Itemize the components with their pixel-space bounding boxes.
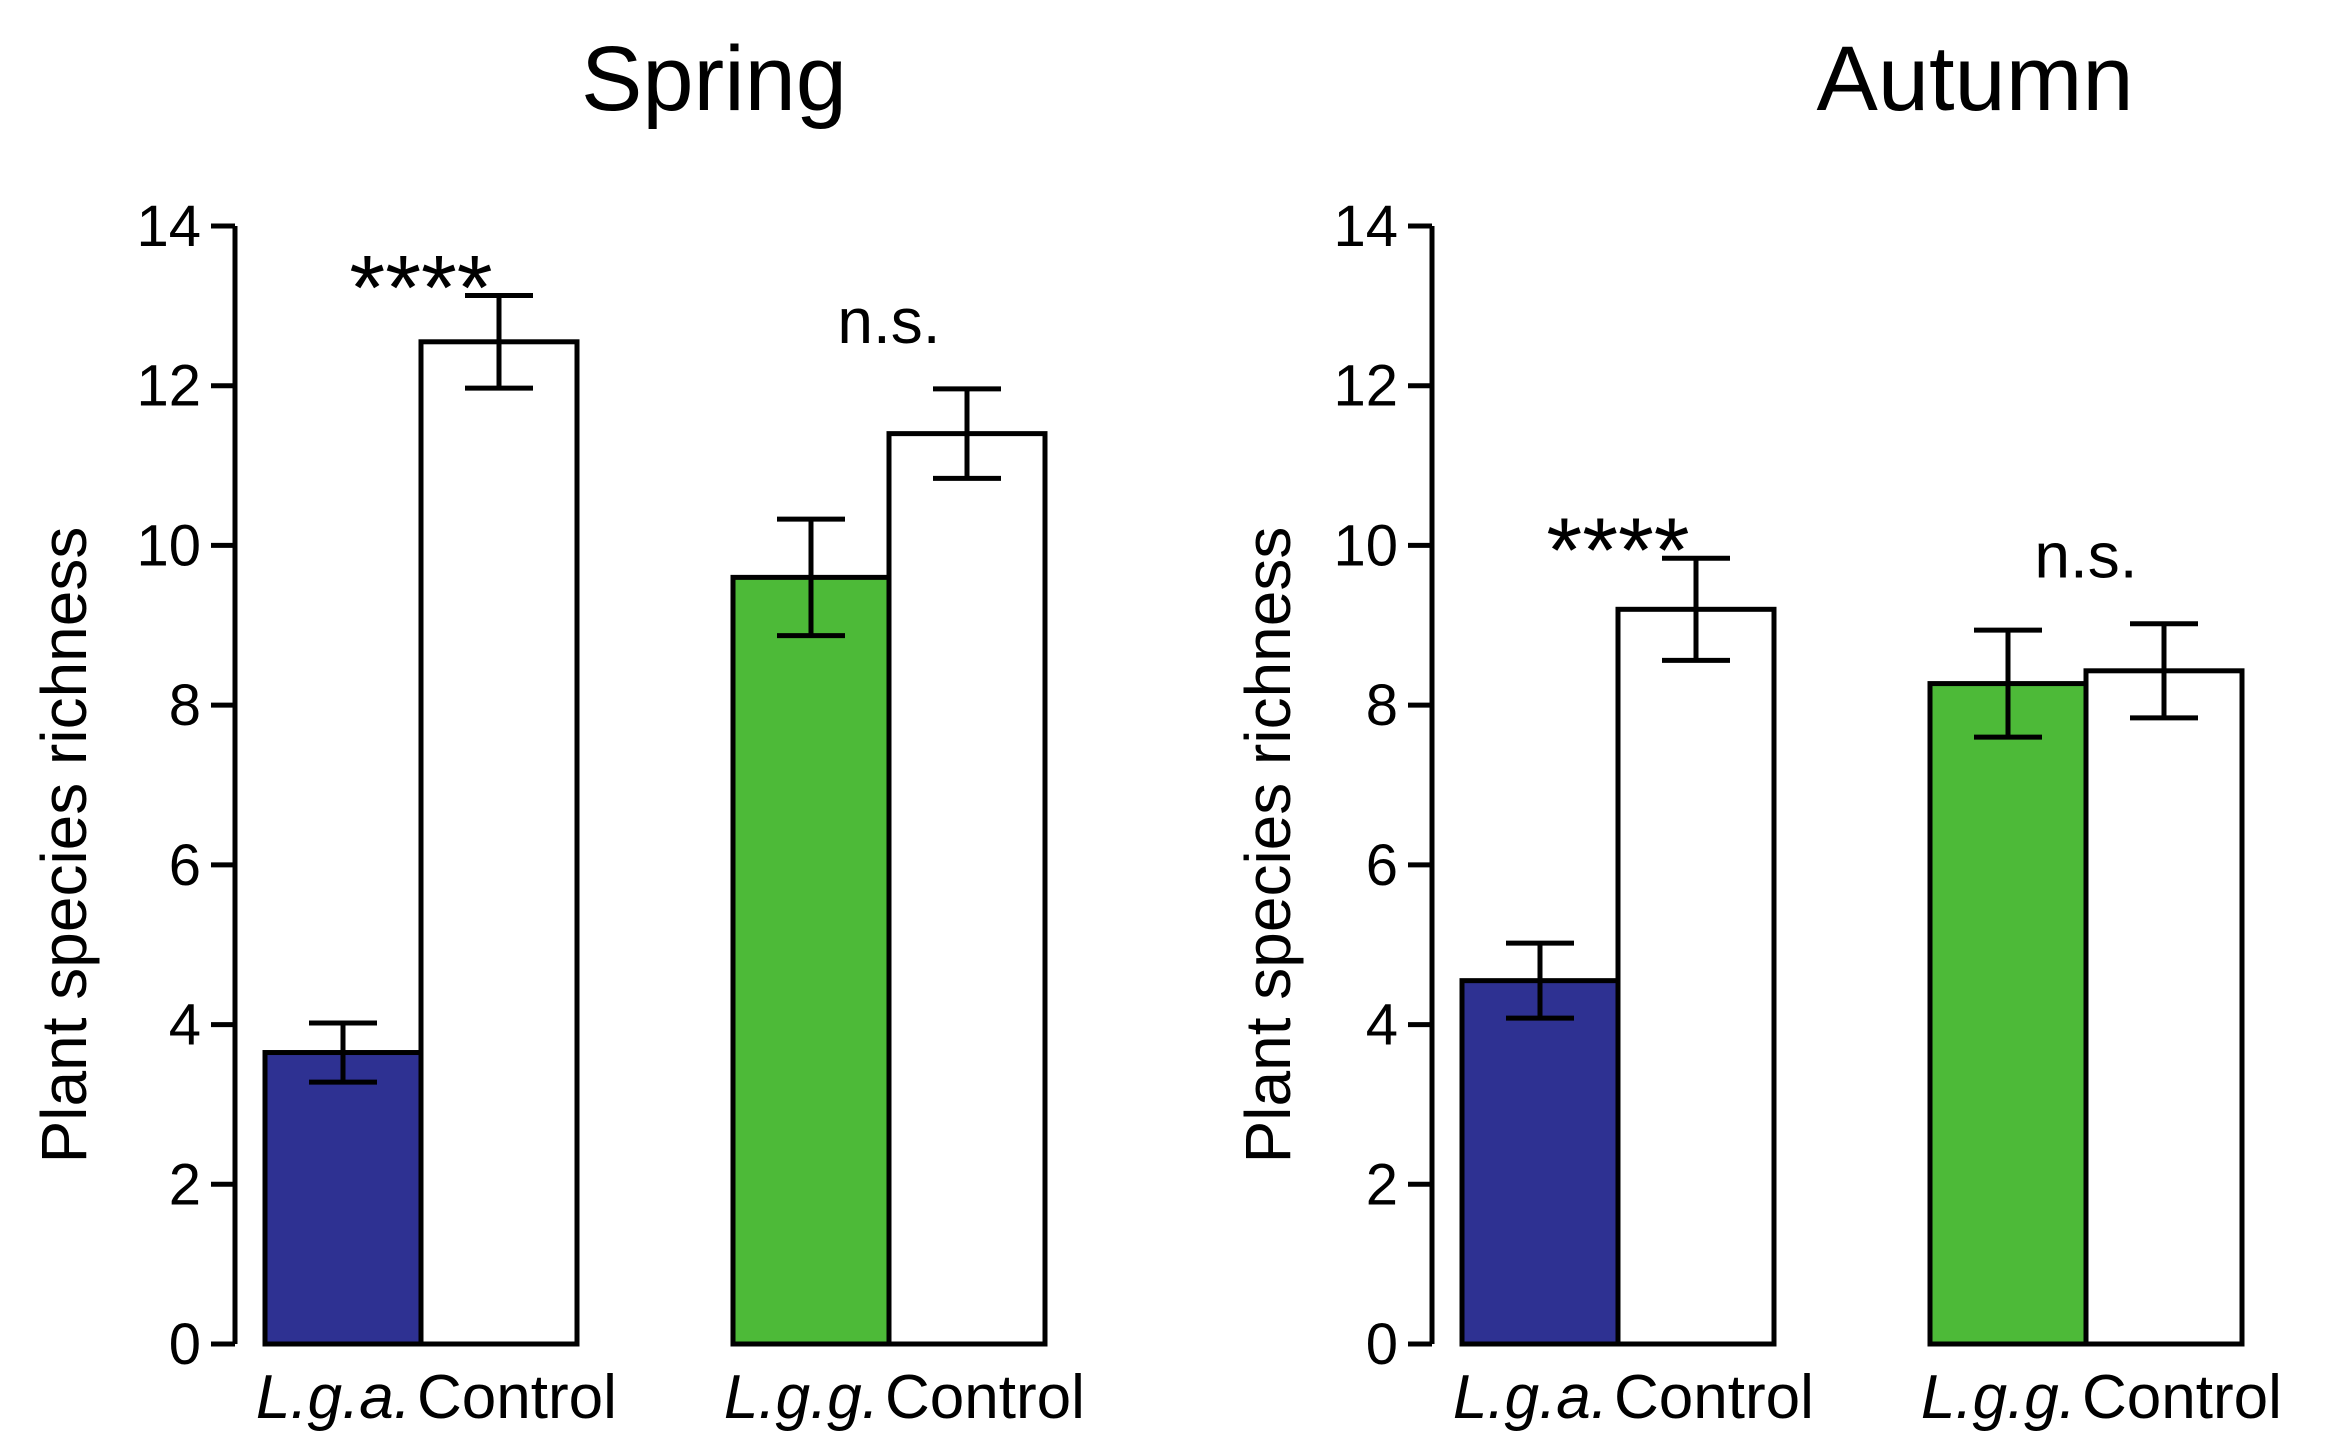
panel-2-y-tick-label-0: 0 <box>1366 1312 1398 1377</box>
panel-2-y-tick-label-12: 12 <box>1333 354 1398 419</box>
panel-1-bar-2-1 <box>730 574 892 1347</box>
panel-1-category-label-1-2: Control <box>417 1363 617 1432</box>
panel-2-y-tick-label-14: 14 <box>1333 194 1398 259</box>
panel-2-category-label-1-1: L.g.a. <box>1453 1363 1608 1432</box>
panel-1-title: Spring <box>581 28 847 130</box>
panel-1-y-tick-label-2: 2 <box>169 1152 201 1217</box>
panel-2-category-label-1-2: Control <box>1614 1363 1814 1432</box>
panel-1-category-label-2-2: Control <box>885 1363 1085 1432</box>
panel-1-category-label-1-1: L.g.a. <box>256 1363 411 1432</box>
panel-2-bar-1-1 <box>1459 978 1621 1347</box>
panel-2-category-label-2-1: L.g.g. <box>1921 1363 2076 1432</box>
panel-2-bar-2-1 <box>1927 681 2089 1347</box>
panel-2-bar-1-2 <box>1615 606 1777 1347</box>
panel-1-bar-1-2 <box>418 339 580 1347</box>
panel-2-bar-2-2 <box>2083 668 2245 1347</box>
panel-2-y-tick-label-10: 10 <box>1333 513 1398 578</box>
panel-2-significance-1: **** <box>1546 500 1689 602</box>
panel-1-y-tick-label-14: 14 <box>136 194 201 259</box>
panel-2-significance-2: n.s. <box>2034 520 2137 592</box>
panel-1-y-tick-label-10: 10 <box>136 513 201 578</box>
panel-2-y-tick-label-4: 4 <box>1366 993 1398 1058</box>
panel-1-y-axis-label: Plant species richness <box>28 527 100 1164</box>
panel-1-category-label-2-1: L.g.g. <box>724 1363 879 1432</box>
panel-1-y-tick-label-8: 8 <box>169 673 201 738</box>
panel-1-significance-2: n.s. <box>837 285 940 357</box>
panel-2-y-axis-label: Plant species richness <box>1232 527 1304 1164</box>
panel-2-y-tick-label-2: 2 <box>1366 1152 1398 1217</box>
panel-1-y-tick-label-12: 12 <box>136 354 201 419</box>
panel-1-y-tick-label-4: 4 <box>169 993 201 1058</box>
panel-1-significance-1: **** <box>349 237 492 339</box>
panel-1-y-tick-label-6: 6 <box>169 833 201 898</box>
panel-1-bar-1-1 <box>262 1050 424 1347</box>
panel-2-category-label-2-2: Control <box>2082 1363 2282 1432</box>
panel-1-y-tick-label-0: 0 <box>169 1312 201 1377</box>
panel-2-title: Autumn <box>1816 28 2133 130</box>
panel-2-y-tick-label-6: 6 <box>1366 833 1398 898</box>
panel-1-bar-2-2 <box>886 431 1048 1347</box>
panel-2-y-tick-label-8: 8 <box>1366 673 1398 738</box>
